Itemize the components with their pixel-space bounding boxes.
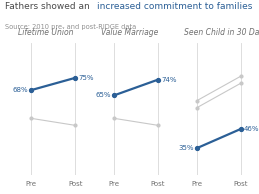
- Text: Fathers showed an: Fathers showed an: [5, 2, 93, 11]
- Text: 75%: 75%: [78, 75, 94, 81]
- Text: Lifetime Union: Lifetime Union: [18, 28, 73, 37]
- Text: 35%: 35%: [178, 145, 194, 151]
- Text: 65%: 65%: [95, 93, 111, 98]
- Text: Source: 2010 pre- and post-RIDGE data: Source: 2010 pre- and post-RIDGE data: [5, 24, 136, 30]
- Text: Seen Child in 30 Days: Seen Child in 30 Days: [184, 28, 259, 37]
- Text: increased commitment to families: increased commitment to families: [97, 2, 253, 11]
- Text: Value Marriage: Value Marriage: [101, 28, 158, 37]
- Text: 46%: 46%: [244, 126, 259, 132]
- Text: 68%: 68%: [12, 87, 28, 93]
- Text: 74%: 74%: [161, 77, 177, 83]
